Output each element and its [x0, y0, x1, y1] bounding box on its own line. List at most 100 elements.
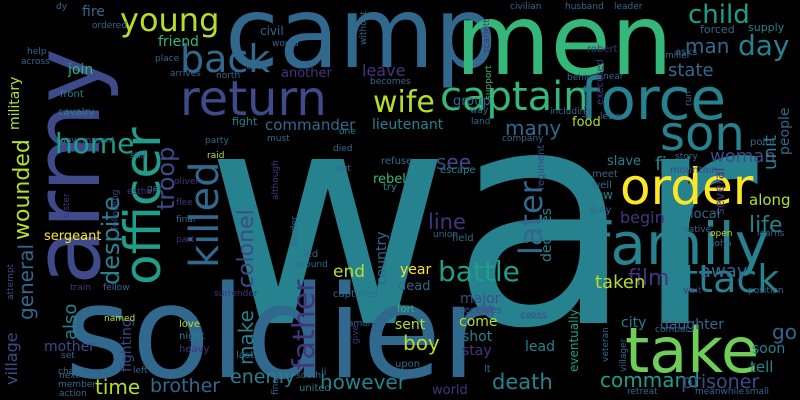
word: daughter	[660, 317, 724, 333]
word: love	[179, 319, 200, 330]
word: major	[460, 291, 501, 307]
word: named	[104, 314, 136, 324]
word: meet	[592, 169, 618, 180]
word: captain	[440, 74, 589, 120]
word: escape	[440, 165, 476, 176]
word: sister	[62, 193, 72, 218]
word: food	[572, 115, 601, 130]
word: raid	[207, 151, 225, 161]
word: lead	[525, 339, 555, 355]
word: would	[272, 39, 299, 49]
word: front	[60, 89, 84, 100]
word: brother	[150, 375, 221, 397]
word: year	[400, 262, 432, 278]
word: although	[271, 160, 281, 200]
word: across	[21, 57, 50, 67]
word: leave	[362, 61, 406, 80]
word: miller	[665, 51, 691, 61]
word: way	[470, 106, 489, 116]
word: sent	[395, 317, 426, 333]
word: receives	[460, 305, 502, 316]
word: still	[130, 151, 146, 161]
word: soldier	[65, 259, 494, 400]
word: state	[668, 60, 714, 81]
word: near	[603, 72, 624, 82]
word: even	[246, 62, 269, 72]
word: government	[60, 136, 115, 146]
word: dead	[398, 279, 431, 294]
word: field	[452, 233, 474, 244]
word: soon	[752, 341, 786, 357]
word: regiment	[536, 144, 547, 190]
word: enemy	[230, 366, 296, 388]
word: eventually	[567, 309, 581, 372]
word: away	[700, 261, 748, 282]
word: group	[453, 94, 491, 109]
word: fighting	[119, 318, 135, 372]
word: including	[550, 107, 591, 117]
word: civil	[260, 24, 284, 38]
word: small	[745, 387, 769, 397]
word: stay	[462, 343, 492, 359]
word: join	[68, 62, 94, 78]
word: behind	[567, 73, 598, 83]
word: action	[59, 389, 87, 399]
word: slave	[607, 154, 642, 169]
word: led	[303, 249, 319, 260]
word: take	[625, 314, 760, 387]
word: oliver	[174, 177, 200, 187]
word: cross	[521, 310, 547, 321]
word: party	[205, 136, 229, 146]
word: rebel	[373, 172, 406, 187]
word: company	[502, 134, 544, 144]
word: home	[55, 127, 135, 160]
word: death	[492, 370, 553, 394]
word: ordered	[92, 21, 128, 31]
word: next	[59, 371, 79, 381]
word: combat	[655, 325, 689, 335]
word: died	[333, 144, 353, 154]
word: point	[750, 137, 776, 148]
word: mother	[44, 339, 95, 355]
word: run	[684, 90, 694, 106]
word: support	[484, 65, 494, 100]
word: men	[455, 0, 673, 98]
word: mountain	[670, 165, 718, 176]
word: attack	[660, 257, 780, 301]
word: south	[296, 371, 322, 381]
word: union	[433, 230, 459, 240]
word: go	[772, 320, 797, 344]
word: without	[359, 11, 369, 45]
word: decides	[539, 208, 555, 262]
word: north	[216, 71, 241, 81]
word: see	[436, 150, 472, 174]
word: boy	[403, 331, 440, 355]
word: father	[287, 279, 322, 370]
word: private	[255, 319, 266, 355]
word: cavalry	[58, 107, 95, 118]
word: heavy	[179, 344, 210, 355]
word: one	[339, 127, 356, 137]
word: shot	[462, 329, 493, 345]
word: upon	[395, 359, 421, 370]
word: well	[592, 180, 612, 191]
word: member	[58, 380, 97, 390]
word: leaving	[582, 85, 592, 118]
word: esther	[127, 187, 156, 197]
word: night	[179, 331, 205, 342]
word: war	[205, 45, 758, 394]
word: many	[505, 116, 562, 140]
word: camp	[225, 0, 497, 91]
word: military	[7, 76, 23, 130]
word: prisoner	[681, 371, 760, 393]
word: lieutenant	[372, 117, 444, 133]
word: fellow	[103, 283, 130, 293]
word: ii	[321, 367, 327, 378]
word: must	[267, 134, 290, 144]
word: train	[70, 283, 91, 293]
word: order	[620, 158, 754, 216]
word: try	[383, 182, 397, 193]
word: world	[432, 383, 468, 398]
word: battle	[438, 255, 520, 288]
